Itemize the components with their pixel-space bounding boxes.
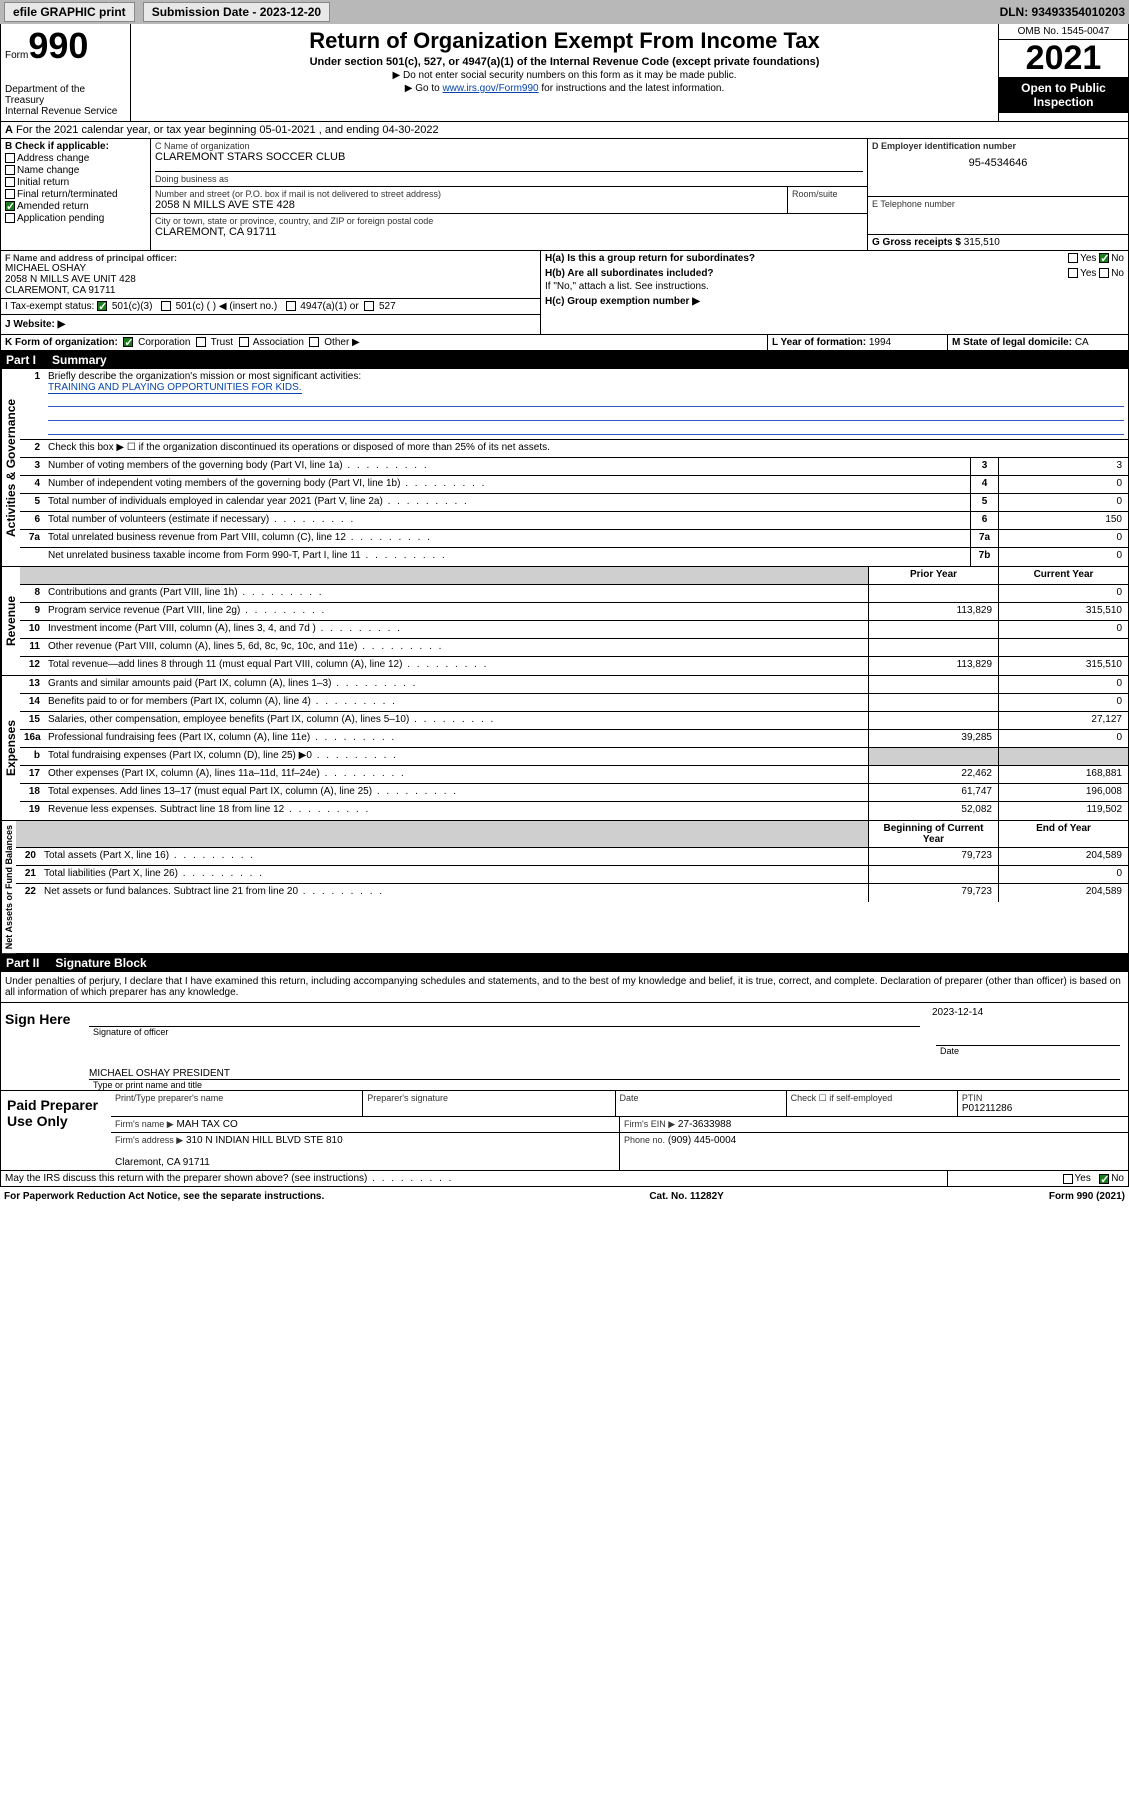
discuss-row: May the IRS discuss this return with the… (0, 1171, 1129, 1187)
netassets-table: Net Assets or Fund Balances Beginning of… (0, 821, 1129, 954)
table-row: 18Total expenses. Add lines 13–17 (must … (20, 784, 1128, 802)
firm-phone: (909) 445-0004 (668, 1135, 736, 1146)
gov-side-label: Activities & Governance (1, 369, 20, 566)
table-row: 22Net assets or fund balances. Subtract … (16, 884, 1128, 902)
table-row: 17Other expenses (Part IX, column (A), l… (20, 766, 1128, 784)
year-formation: 1994 (869, 337, 891, 348)
form-title: Return of Organization Exempt From Incom… (135, 28, 994, 54)
form-word: Form (5, 50, 28, 61)
group-no-check-icon (1099, 253, 1109, 263)
rev-side-label: Revenue (1, 567, 20, 675)
na-side-label: Net Assets or Fund Balances (1, 821, 16, 953)
paid-preparer: Paid Preparer Use Only Print/Type prepar… (0, 1091, 1129, 1171)
table-row: 7aTotal unrelated business revenue from … (20, 530, 1128, 548)
tax-year: 2021 (999, 40, 1128, 77)
form-subtitle: Under section 501(c), 527, or 4947(a)(1)… (135, 56, 994, 68)
top-bar: efile GRAPHIC print Submission Date - 20… (0, 0, 1129, 24)
amended-check-icon (5, 201, 15, 211)
governance-table: Activities & Governance 1 Briefly descri… (0, 369, 1129, 567)
form-footer: Form 990 (2021) (1049, 1191, 1125, 1202)
section-bcdefg: B Check if applicable: Address change Na… (0, 139, 1129, 251)
officer-name: MICHAEL OSHAY (5, 263, 536, 274)
table-row: Net unrelated business taxable income fr… (20, 548, 1128, 566)
form-number: 990 (28, 25, 88, 66)
table-row: 8Contributions and grants (Part VIII, li… (20, 585, 1128, 603)
table-row: 4Number of independent voting members of… (20, 476, 1128, 494)
officer-sig-name: MICHAEL OSHAY PRESIDENT (89, 1068, 230, 1079)
table-row: 20Total assets (Part X, line 16)79,72320… (16, 848, 1128, 866)
website-label: J Website: ▶ (5, 319, 65, 330)
ptin: P01211286 (962, 1103, 1124, 1114)
irs-link[interactable]: www.irs.gov/Form990 (442, 83, 538, 94)
corp-check-icon (123, 337, 133, 347)
form-header: Form990 Department of the Treasury Inter… (0, 24, 1129, 122)
501c3-check-icon (97, 301, 107, 311)
sign-here-row: Sign Here Signature of officer 2023-12-1… (0, 1003, 1129, 1091)
table-row: 19Revenue less expenses. Subtract line 1… (20, 802, 1128, 820)
table-row: 6Total number of volunteers (estimate if… (20, 512, 1128, 530)
table-row: 9Program service revenue (Part VIII, lin… (20, 603, 1128, 621)
section-b: B Check if applicable: Address change Na… (1, 139, 151, 250)
tax-year-row: A For the 2021 calendar year, or tax yea… (0, 122, 1129, 139)
part2-bar: Part II Signature Block (0, 954, 1129, 972)
org-street: 2058 N MILLS AVE STE 428 (155, 199, 783, 211)
ein: 95-4534646 (872, 157, 1124, 169)
expenses-table: Expenses 13Grants and similar amounts pa… (0, 676, 1129, 821)
dept-label: Department of the Treasury Internal Reve… (5, 84, 126, 117)
open-inspection: Open to Public Inspection (999, 77, 1128, 113)
dln-label: DLN: 93493354010203 (1000, 5, 1125, 19)
table-row: 5Total number of individuals employed in… (20, 494, 1128, 512)
discuss-no-check-icon (1099, 1174, 1109, 1184)
submission-date-button[interactable]: Submission Date - 2023-12-20 (143, 2, 330, 22)
table-row: 14Benefits paid to or for members (Part … (20, 694, 1128, 712)
revenue-table: Revenue Prior YearCurrent Year 8Contribu… (0, 567, 1129, 676)
exp-side-label: Expenses (1, 676, 20, 820)
firm-ein: 27-3633988 (678, 1119, 731, 1130)
section-klm: K Form of organization: Corporation Trus… (0, 335, 1129, 351)
table-row: 10Investment income (Part VIII, column (… (20, 621, 1128, 639)
org-city: CLAREMONT, CA 91711 (155, 226, 863, 238)
omb-label: OMB No. 1545-0047 (999, 24, 1128, 40)
sig-date: 2023-12-14 (928, 1003, 1128, 1022)
table-row: 15Salaries, other compensation, employee… (20, 712, 1128, 730)
section-fhij: F Name and address of principal officer:… (0, 251, 1129, 335)
note-ssn: ▶ Do not enter social security numbers o… (135, 70, 994, 81)
note-goto: ▶ Go to www.irs.gov/Form990 for instruct… (135, 83, 994, 94)
officer-addr: 2058 N MILLS AVE UNIT 428 CLAREMONT, CA … (5, 274, 536, 296)
footer: For Paperwork Reduction Act Notice, see … (0, 1187, 1129, 1206)
table-row: 11Other revenue (Part VIII, column (A), … (20, 639, 1128, 657)
efile-button[interactable]: efile GRAPHIC print (4, 2, 135, 22)
table-row: 21Total liabilities (Part X, line 26)0 (16, 866, 1128, 884)
mission-text: TRAINING AND PLAYING OPPORTUNITIES FOR K… (48, 382, 302, 394)
table-row: 3Number of voting members of the governi… (20, 458, 1128, 476)
part1-bar: Part I Summary (0, 351, 1129, 369)
table-row: 12Total revenue—add lines 8 through 11 (… (20, 657, 1128, 675)
firm-name: MAH TAX CO (176, 1119, 237, 1130)
state-domicile: CA (1075, 337, 1089, 348)
sig-declaration: Under penalties of perjury, I declare th… (0, 972, 1129, 1003)
org-name: CLAREMONT STARS SOCCER CLUB (155, 151, 863, 163)
gross-receipts: 315,510 (964, 237, 1000, 248)
table-row: 16aProfessional fundraising fees (Part I… (20, 730, 1128, 748)
table-row: 13Grants and similar amounts paid (Part … (20, 676, 1128, 694)
table-row: bTotal fundraising expenses (Part IX, co… (20, 748, 1128, 766)
